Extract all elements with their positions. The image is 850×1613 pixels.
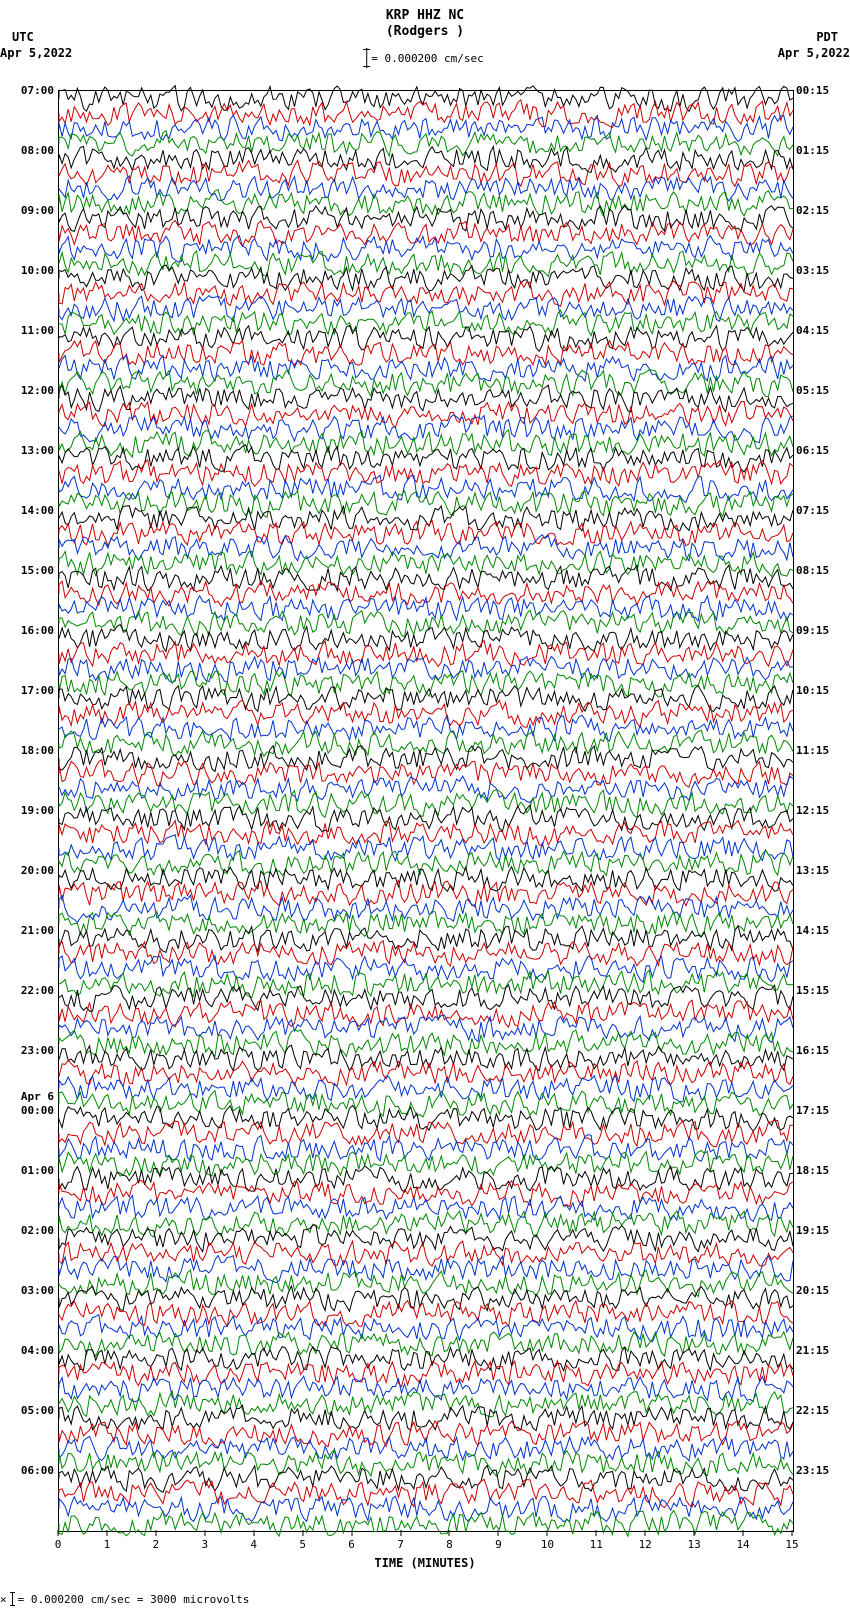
utc-hour-label: 15:00 — [4, 564, 54, 577]
x-tick-label: 14 — [736, 1538, 749, 1551]
pdt-hour-label: 23:15 — [796, 1464, 846, 1477]
x-tick-mark — [596, 1530, 597, 1536]
x-tick-label: 13 — [688, 1538, 701, 1551]
station-subtitle: (Rodgers ) — [386, 24, 464, 39]
pdt-hour-label: 05:15 — [796, 384, 846, 397]
utc-hour-label: 07:00 — [4, 84, 54, 97]
x-tick-label: 8 — [446, 1538, 453, 1551]
utc-hour-label: 10:00 — [4, 264, 54, 277]
x-tick-mark — [694, 1530, 695, 1536]
utc-hour-label: 06:00 — [4, 1464, 54, 1477]
x-tick-mark — [155, 1530, 156, 1536]
utc-hour-label: 12:00 — [4, 384, 54, 397]
pdt-hour-label: 04:15 — [796, 324, 846, 337]
x-tick-mark — [204, 1530, 205, 1536]
utc-hour-label: 08:00 — [4, 144, 54, 157]
utc-hour-label: 20:00 — [4, 864, 54, 877]
scale-bar-icon — [366, 48, 367, 68]
pdt-hour-label: 06:15 — [796, 444, 846, 457]
utc-hour-label: 19:00 — [4, 804, 54, 817]
utc-hour-label: 22:00 — [4, 984, 54, 997]
utc-hour-label: 04:00 — [4, 1344, 54, 1357]
utc-hour-label: 17:00 — [4, 684, 54, 697]
utc-hour-label: 23:00 — [4, 1044, 54, 1057]
pdt-hour-label: 03:15 — [796, 264, 846, 277]
x-tick-label: 11 — [590, 1538, 603, 1551]
x-tick-label: 15 — [785, 1538, 798, 1551]
pdt-hour-label: 22:15 — [796, 1404, 846, 1417]
pdt-hour-label: 19:15 — [796, 1224, 846, 1237]
pdt-hour-label: 15:15 — [796, 984, 846, 997]
utc-hour-label: 05:00 — [4, 1404, 54, 1417]
x-tick-label: 9 — [495, 1538, 502, 1551]
x-tick-label: 6 — [348, 1538, 355, 1551]
x-axis: TIME (MINUTES) 0123456789101112131415 — [58, 1530, 792, 1580]
x-tick-label: 1 — [104, 1538, 111, 1551]
pdt-hour-label: 00:15 — [796, 84, 846, 97]
timezone-left: UTC — [12, 30, 34, 44]
utc-hour-label: 03:00 — [4, 1284, 54, 1297]
x-tick-label: 4 — [250, 1538, 257, 1551]
amplitude-scale: = 0.000200 cm/sec — [366, 48, 484, 68]
x-tick-label: 7 — [397, 1538, 404, 1551]
x-tick-mark — [792, 1530, 793, 1536]
x-tick-mark — [449, 1530, 450, 1536]
footer-bar-icon — [12, 1592, 13, 1606]
pdt-hour-label: 07:15 — [796, 504, 846, 517]
x-tick-label: 3 — [201, 1538, 208, 1551]
pdt-hour-label: 14:15 — [796, 924, 846, 937]
x-tick-mark — [58, 1530, 59, 1536]
utc-hour-label: 16:00 — [4, 624, 54, 637]
utc-hour-label: 14:00 — [4, 504, 54, 517]
utc-date-marker: Apr 6 — [4, 1090, 54, 1103]
x-tick-mark — [645, 1530, 646, 1536]
utc-hour-label: 02:00 — [4, 1224, 54, 1237]
utc-hour-label: 18:00 — [4, 744, 54, 757]
pdt-hour-label: 16:15 — [796, 1044, 846, 1057]
utc-hour-label: 21:00 — [4, 924, 54, 937]
pdt-hour-label: 17:15 — [796, 1104, 846, 1117]
helicorder-plot — [58, 90, 794, 1532]
date-left: Apr 5,2022 — [0, 46, 72, 60]
x-tick-mark — [743, 1530, 744, 1536]
date-right: Apr 5,2022 — [778, 46, 850, 60]
x-tick-mark — [302, 1530, 303, 1536]
x-tick-label: 10 — [541, 1538, 554, 1551]
x-tick-mark — [400, 1530, 401, 1536]
footer-prefix: × — [0, 1593, 7, 1606]
pdt-hour-label: 01:15 — [796, 144, 846, 157]
x-tick-mark — [547, 1530, 548, 1536]
x-tick-label: 12 — [639, 1538, 652, 1551]
pdt-hour-label: 11:15 — [796, 744, 846, 757]
pdt-hour-label: 21:15 — [796, 1344, 846, 1357]
utc-hour-label: 09:00 — [4, 204, 54, 217]
pdt-hour-label: 10:15 — [796, 684, 846, 697]
pdt-hour-label: 20:15 — [796, 1284, 846, 1297]
utc-hour-label: 00:00 — [4, 1104, 54, 1117]
scale-text: = 0.000200 cm/sec — [371, 52, 484, 65]
footer-text: = 0.000200 cm/sec = 3000 microvolts — [18, 1593, 250, 1606]
utc-hour-label: 13:00 — [4, 444, 54, 457]
pdt-hour-label: 08:15 — [796, 564, 846, 577]
pdt-hour-label: 12:15 — [796, 804, 846, 817]
utc-hour-label: 11:00 — [4, 324, 54, 337]
x-tick-mark — [351, 1530, 352, 1536]
x-tick-mark — [106, 1530, 107, 1536]
pdt-hour-label: 13:15 — [796, 864, 846, 877]
pdt-hour-label: 09:15 — [796, 624, 846, 637]
utc-hour-label: 01:00 — [4, 1164, 54, 1177]
x-tick-label: 2 — [153, 1538, 160, 1551]
timezone-right: PDT — [816, 30, 838, 44]
station-title: KRP HHZ NC — [386, 8, 464, 23]
x-tick-mark — [498, 1530, 499, 1536]
x-tick-label: 0 — [55, 1538, 62, 1551]
pdt-hour-label: 18:15 — [796, 1164, 846, 1177]
x-tick-label: 5 — [299, 1538, 306, 1551]
x-tick-mark — [253, 1530, 254, 1536]
pdt-hour-label: 02:15 — [796, 204, 846, 217]
x-axis-label: TIME (MINUTES) — [374, 1556, 475, 1570]
footer-scale: × = 0.000200 cm/sec = 3000 microvolts — [0, 1592, 249, 1606]
